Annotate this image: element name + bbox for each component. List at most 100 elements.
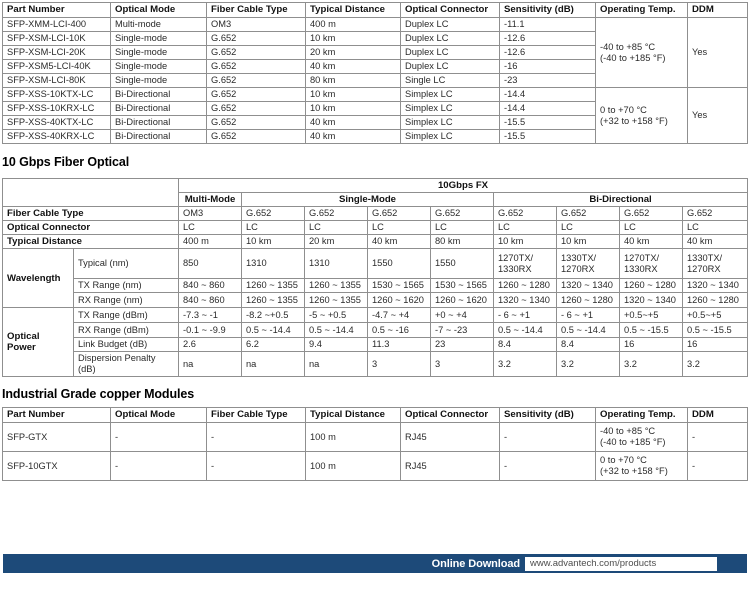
cell: 3 — [430, 351, 494, 377]
cell: LC — [681, 220, 749, 236]
optical-power-group-label: Optical Power — [2, 307, 74, 377]
cell: Simplex LC — [400, 87, 500, 102]
cell: -7 ~ -23 — [430, 322, 494, 339]
table-row: Optical Connector LC LC LC LC LC LC LC L… — [2, 220, 749, 236]
row-sublabel: RX Range (nm) — [73, 292, 179, 309]
cell: 1320 ~ 1340 — [619, 292, 683, 309]
cell: 400 m — [178, 234, 242, 250]
cell: 0.5 ~ -14.4 — [241, 322, 305, 339]
table-row: SFP-XSS-10KTX-LC Bi-Directional G.652 10… — [2, 87, 748, 144]
cell: -14.4 — [499, 87, 596, 102]
table-row: SFP-XSM-LCI-80K Single-mode G.652 80 km … — [2, 73, 748, 88]
cell: SFP-10GTX — [2, 451, 111, 481]
cell: Bi-Directional — [110, 87, 207, 102]
cell: 23 — [430, 337, 494, 353]
cell: LC — [430, 220, 494, 236]
table-header-row: 10Gbps FX — [2, 177, 749, 208]
column-header: Fiber Cable Type — [206, 2, 306, 18]
operating-temp-cell: -40 to +85 °C (-40 to +185 °F) — [595, 422, 688, 452]
row-sublabel: TX Range (dBm) — [73, 307, 179, 324]
column-header: Optical Connector — [400, 407, 500, 423]
cell: 1260 ~ 1280 — [619, 278, 683, 294]
cell: - 6 ~ +1 — [556, 307, 620, 324]
table-row: SFP-XMM-LCI-400 Multi-mode OM3 400 m Dup… — [2, 17, 748, 88]
cell: G.652 — [206, 101, 306, 116]
cell: 11.3 — [367, 337, 431, 353]
cell: -15.5 — [499, 129, 596, 144]
cell: 0.5 ~ -14.4 — [556, 322, 620, 339]
group-header-single-mode: Single-Mode — [241, 192, 494, 208]
cell: 10 km — [305, 31, 401, 46]
sfp-module-table: Part Number Optical Mode Fiber Cable Typ… — [2, 2, 748, 144]
cell: 0.5 ~ -14.4 — [304, 322, 368, 339]
column-header: Typical Distance — [305, 2, 401, 18]
cell: 1270TX/ 1330RX — [493, 248, 557, 280]
cell: LC — [493, 220, 557, 236]
table-row: Typical Distance 400 m 10 km 20 km 40 km… — [2, 234, 749, 250]
column-header: Operating Temp. — [595, 407, 688, 423]
cell: -8.2 ~+0.5 — [241, 307, 305, 324]
cell: LC — [304, 220, 368, 236]
cell: 1330TX/ 1270RX — [681, 248, 749, 280]
table-row: SFP-XSS-40KTX-LC Bi-Directional G.652 40… — [2, 115, 748, 130]
column-header: Sensitivity (dB) — [499, 407, 596, 423]
cell: 8.4 — [493, 337, 557, 353]
cell: G.652 — [681, 206, 749, 222]
cell: 10 km — [241, 234, 305, 250]
cell: Simplex LC — [400, 101, 500, 116]
empty-corner-cell — [2, 177, 179, 208]
cell: 840 ~ 860 — [178, 292, 242, 309]
cell: 3.2 — [619, 351, 683, 377]
column-header: Fiber Cable Type — [206, 407, 306, 423]
download-url-link[interactable]: www.advantech.com/products — [525, 556, 717, 571]
cell: G.652 — [206, 87, 306, 102]
cell: OM3 — [178, 206, 242, 222]
cell: 1530 ~ 1565 — [367, 278, 431, 294]
mode-group-row: Multi-Mode Single-Mode Bi-Directional — [3, 192, 749, 208]
cell: 1320 ~ 1340 — [556, 278, 620, 294]
cell: 6.2 — [241, 337, 305, 353]
span-header-10gbps-fx: 10Gbps FX — [177, 177, 749, 194]
cell: 1270TX/ 1330RX — [619, 248, 683, 280]
operating-temp-cell: 0 to +70 °C (+32 to +158 °F) — [595, 451, 688, 481]
cell: Bi-Directional — [110, 101, 207, 116]
table-row: Optical Power TX Range (dBm) -7.3 ~ -1 -… — [2, 307, 749, 377]
cell: 100 m — [305, 451, 401, 481]
cell: LC — [556, 220, 620, 236]
cell: G.652 — [206, 73, 306, 88]
column-header: Part Number — [2, 2, 111, 18]
cell: SFP-XSS-40KRX-LC — [2, 129, 111, 144]
row-label: Optical Connector — [2, 220, 179, 236]
cell: RJ45 — [400, 451, 500, 481]
cell: 1260 ~ 1355 — [241, 278, 305, 294]
cell: LC — [619, 220, 683, 236]
cell: na — [178, 351, 242, 377]
group-header-multi-mode: Multi-Mode — [178, 192, 242, 208]
cell: 3 — [367, 351, 431, 377]
row-sublabel: Typical (nm) — [73, 248, 179, 280]
cell: LC — [241, 220, 305, 236]
cell: G.652 — [430, 206, 494, 222]
cell: 1320 ~ 1340 — [493, 292, 557, 309]
operating-temp-cell: -40 to +85 °C (-40 to +185 °F) — [595, 17, 688, 88]
cell: G.652 — [206, 31, 306, 46]
cell: SFP-XMM-LCI-400 — [2, 17, 111, 32]
column-header: Sensitivity (dB) — [499, 2, 596, 18]
table-row: Wavelength Typical (nm) 850 1310 1310 15… — [2, 248, 749, 309]
cell: 0.5 ~ -15.5 — [619, 322, 683, 339]
cell: 1260 ~ 1355 — [304, 292, 368, 309]
table-row: RX Range (nm) 840 ~ 860 1260 ~ 1355 1260… — [3, 292, 749, 309]
cell: SFP-XSM-LCI-20K — [2, 45, 111, 60]
row-sublabel: Dispersion Penalty (dB) — [73, 351, 179, 377]
cell: 1260 ~ 1620 — [367, 292, 431, 309]
cell: 10 km — [305, 87, 401, 102]
ddm-cell: - — [687, 451, 748, 481]
cell: - — [499, 422, 596, 452]
cell: 80 km — [305, 73, 401, 88]
cell: G.652 — [206, 129, 306, 144]
cell: G.652 — [367, 206, 431, 222]
cell: 40 km — [305, 59, 401, 74]
table-row: Link Budget (dB) 2.6 6.2 9.4 11.3 23 8.4… — [3, 337, 749, 353]
cell: 2.6 — [178, 337, 242, 353]
